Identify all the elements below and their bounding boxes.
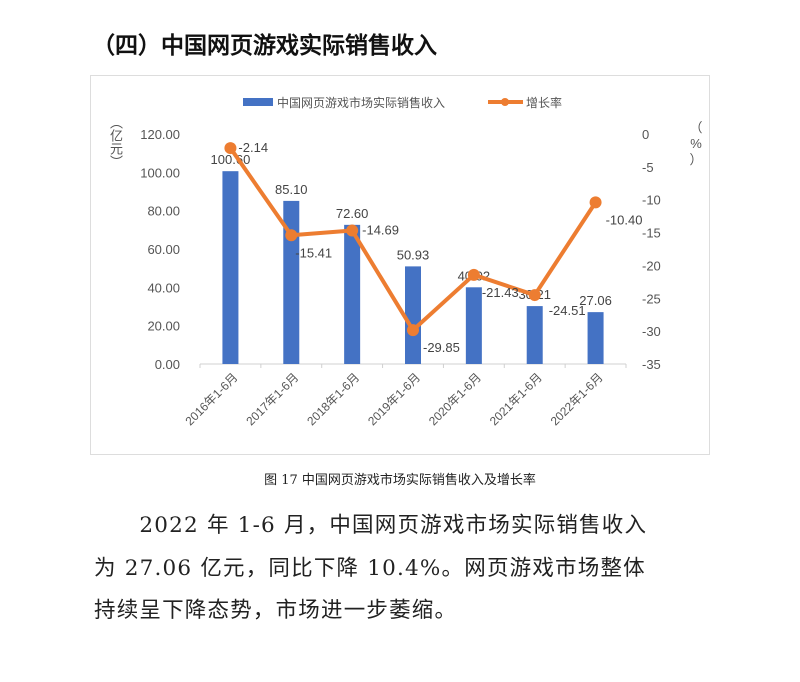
right-axis-tick: -30 [642,324,661,339]
left-axis-tick: 60.00 [147,242,180,257]
chart-container: 中国网页游戏市场实际销售收入 增长率 （%） 0.00 20.00 40.00 60.00 8… [90,75,710,455]
line-data-label: -21.43 [482,285,519,300]
line-data-label: -29.85 [423,340,460,355]
left-axis-tick: 40.00 [147,280,180,295]
bar [222,171,239,364]
bar [526,306,543,364]
body-line-3: 持续呈下降态势，市场进一步萎缩。 [94,598,458,623]
x-axis-label: 2018年1-6月 [304,370,362,428]
left-axis-title: （亿元） [107,116,122,168]
right-axis-tick: -20 [642,258,661,273]
right-axis-tick: -5 [642,160,654,175]
growth-rate-marker [346,224,359,237]
x-axis-label: 2022年1-6月 [548,370,606,428]
bar-data-label: 27.06 [579,293,612,308]
x-axis-label: 2017年1-6月 [243,370,301,428]
right-axis-tick: -25 [642,291,661,306]
growth-rate-marker [467,268,480,281]
bar [465,287,482,364]
growth-rate-marker [589,196,602,209]
bar [405,266,421,364]
bar-data-label: 72.60 [336,206,369,221]
right-axis-tick: -15 [642,226,661,241]
growth-rate-marker [224,142,237,155]
growth-rate-marker [528,289,541,302]
right-axis-tick: -35 [642,357,661,372]
x-axis-label: 2020年1-6月 [426,370,484,428]
line-data-label: -24.51 [549,303,586,318]
left-axis-tick: 80.00 [147,204,180,219]
left-axis-tick: 20.00 [147,319,180,334]
legend-line-marker [501,98,509,106]
x-axis-label: 2016年1-6月 [183,370,241,428]
bar [344,224,361,364]
right-axis-tick: -10 [642,193,661,208]
line-data-label: -15.41 [295,245,332,260]
x-axis-label: 2019年1-6月 [365,370,423,428]
growth-rate-marker [407,324,419,337]
line-data-label: -14.69 [362,223,399,238]
line-data-label: -2.14 [238,140,268,155]
line-data-label: -10.40 [606,212,643,227]
section-title: （四）中国网页游戏实际销售收入 [92,33,437,59]
body-line-2: 为 27.06 亿元，同比下降 10.4%。网页游戏市场整体 [94,556,646,581]
growth-rate-marker [285,229,298,242]
right-axis-tick: 0 [642,127,649,142]
right-axis-title-char: ） [689,152,702,167]
left-axis-tick: 100.00 [140,165,180,180]
x-axis-label: 2021年1-6月 [487,370,545,428]
legend-bar-label: 中国网页游戏市场实际销售收入 [277,95,445,110]
left-axis-tick: 0.00 [155,357,180,372]
bar-data-label: 85.10 [275,182,308,197]
legend-bar-swatch [243,98,273,106]
left-axis-tick: 120.00 [140,127,180,142]
right-axis-title-char: % [690,136,702,151]
bar [587,312,604,364]
legend-line-label: 增长率 [526,95,562,110]
right-axis-title-char: （ [689,120,702,135]
bar-data-label: 50.93 [397,247,430,262]
bar-line-chart: 中国网页游戏市场实际销售收入 增长率 （%） 0.00 20.00 40.00 60.00 8… [140,95,702,428]
bar [283,200,300,364]
body-line-1: 2022 年 1-6 月，中国网页游戏市场实际销售收入 [94,513,648,538]
figure-caption: 图 17 中国网页游戏市场实际销售收入及增长率 [264,473,536,488]
